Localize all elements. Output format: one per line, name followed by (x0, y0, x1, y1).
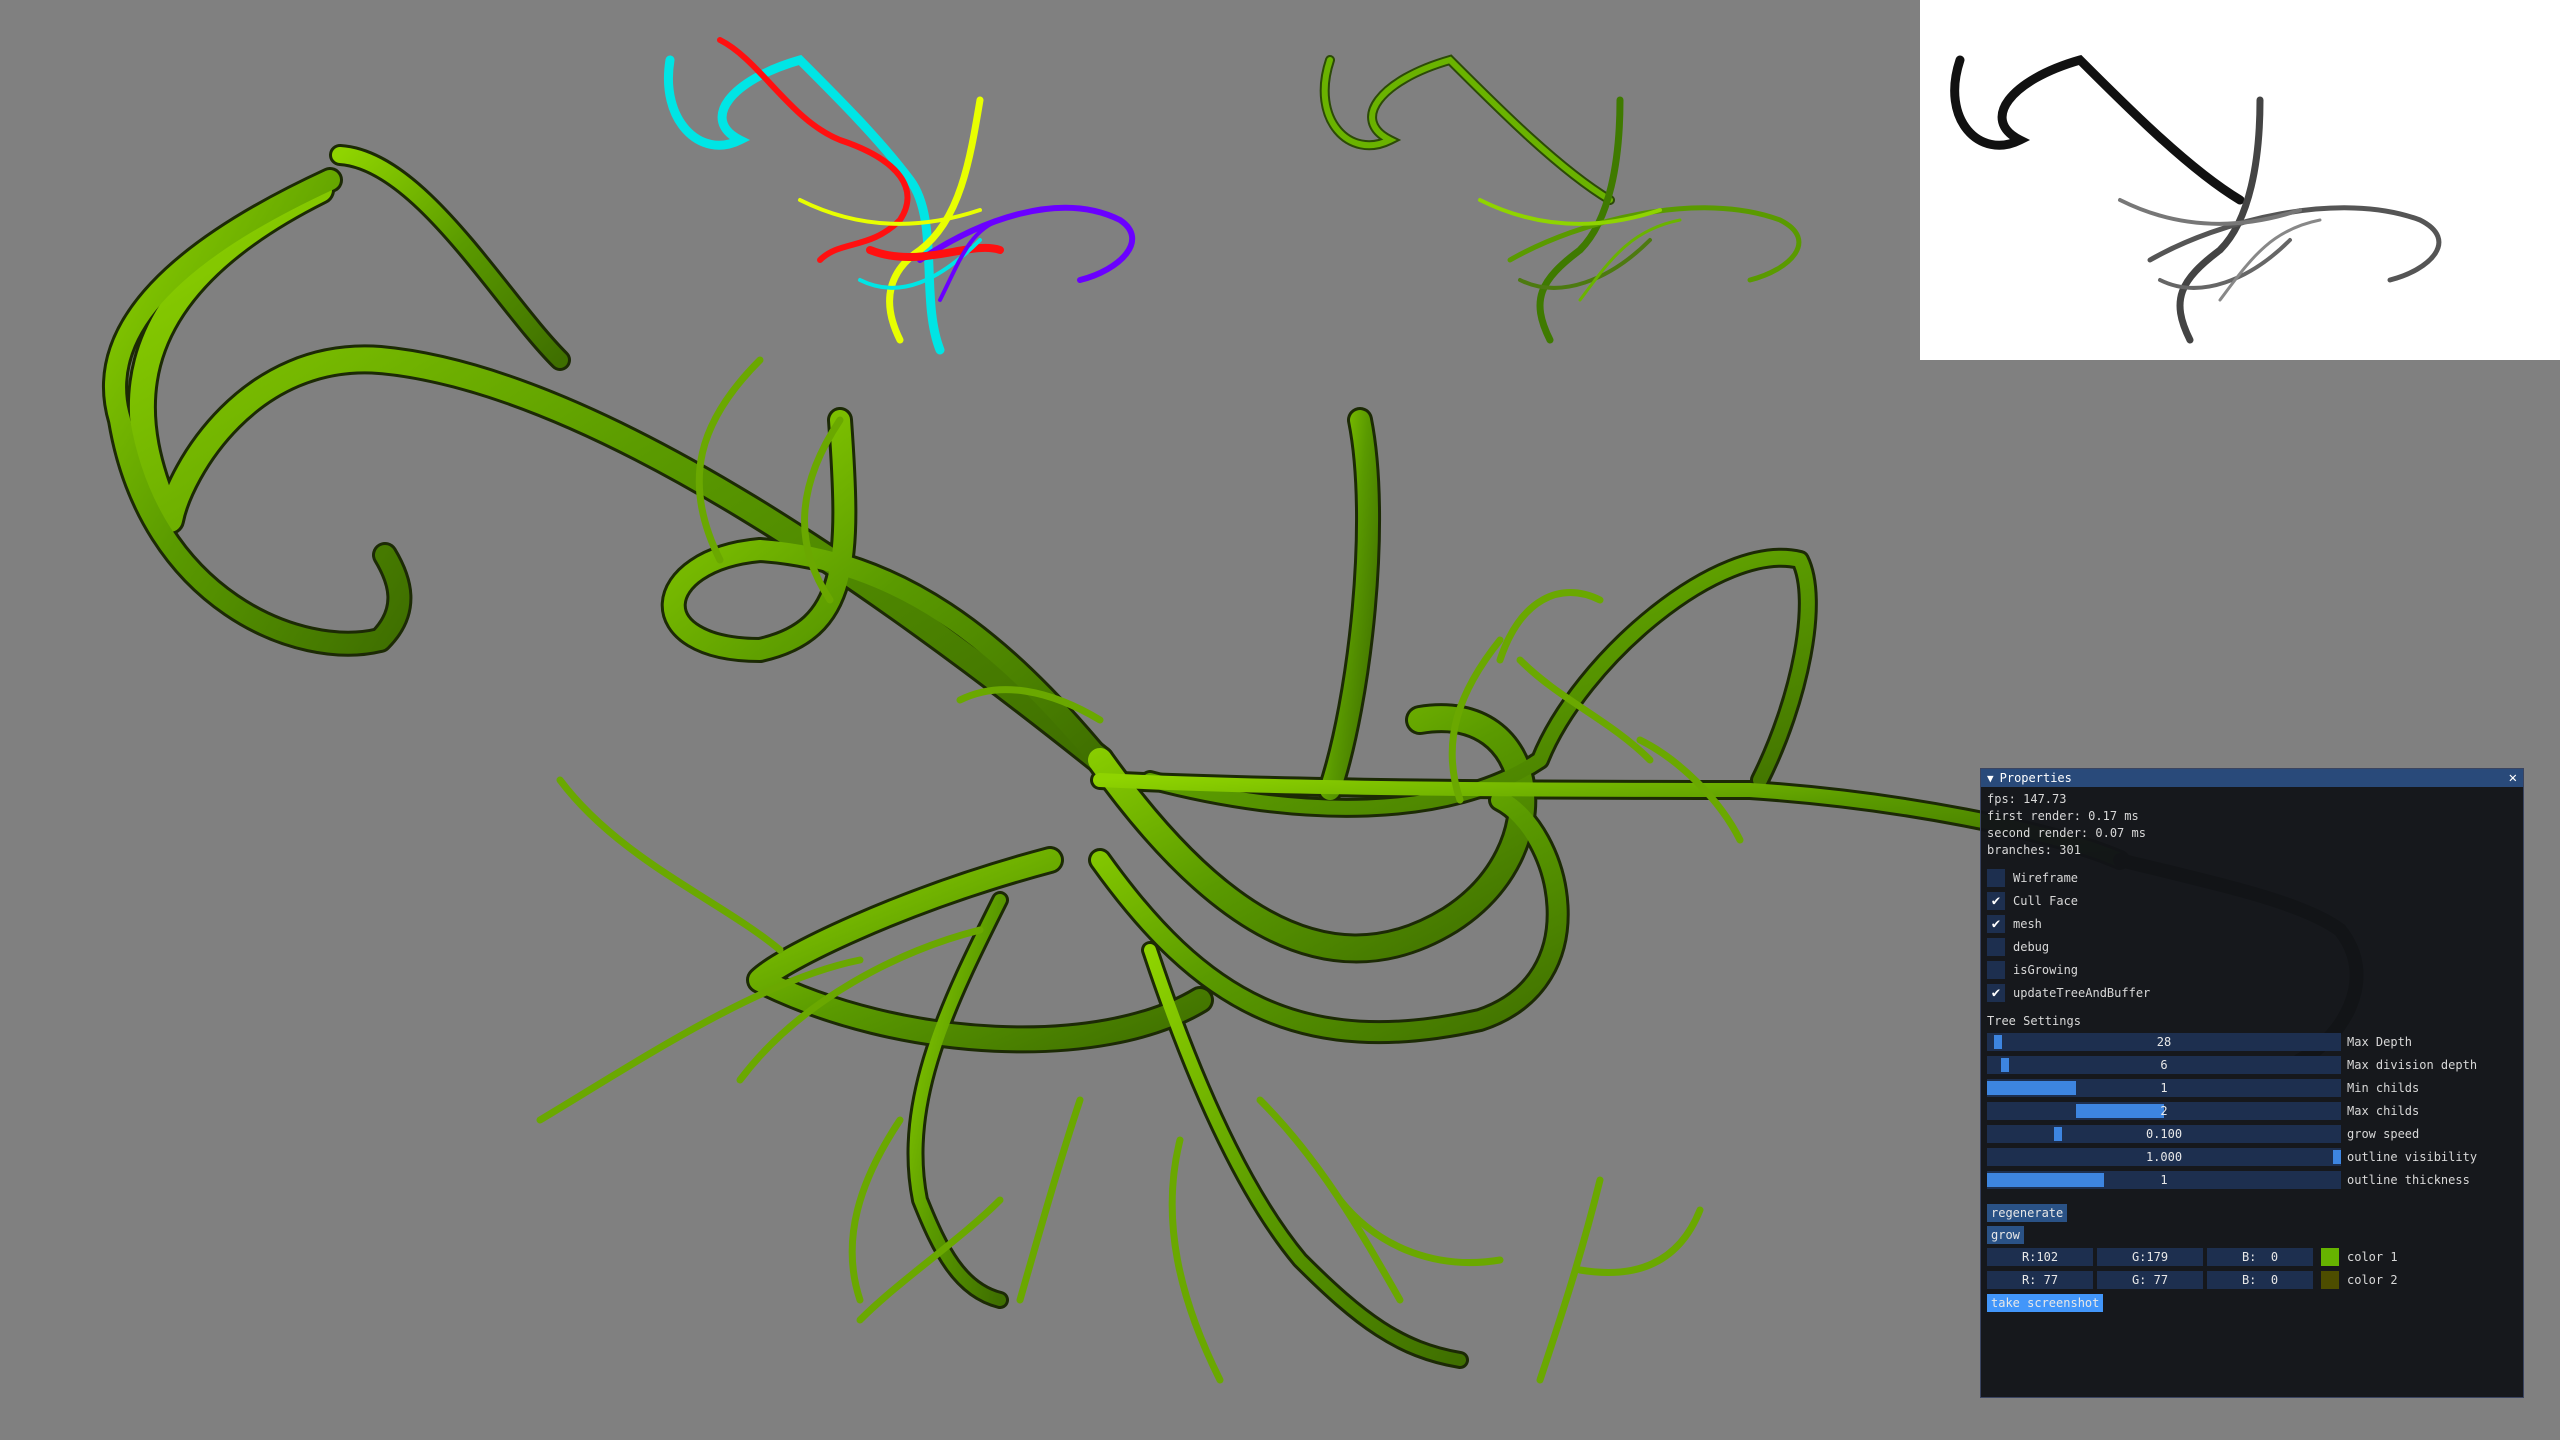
checkbox-row-update-tree[interactable]: ✔ updateTreeAndBuffer (1987, 983, 2517, 1003)
checkbox-label: updateTreeAndBuffer (2013, 986, 2151, 1000)
color2-g-field[interactable]: G: 77 (2097, 1271, 2203, 1289)
slider-label: outline thickness (2347, 1173, 2470, 1187)
slider-value: 1 (2160, 1173, 2168, 1187)
min-childs-slider[interactable]: 1 (1987, 1079, 2341, 1097)
checkbox-label: Cull Face (2013, 894, 2079, 908)
color2-label: color 2 (2347, 1273, 2398, 1287)
checkbox-row-is-growing[interactable]: isGrowing (1987, 960, 2517, 980)
color2-b-field[interactable]: B: 0 (2207, 1271, 2313, 1289)
slider-grab[interactable] (2053, 1127, 2062, 1141)
color2-row: R: 77 G: 77 B: 0 color 2 (1987, 1270, 2517, 1290)
slider-label: Max childs (2347, 1104, 2420, 1118)
slider-row-outline-thickness: 1 outline thickness (1987, 1170, 2517, 1190)
slider-row-min-childs: 1 Min childs (1987, 1078, 2517, 1098)
checkbox-row-debug[interactable]: debug (1987, 937, 2517, 957)
slider-row-max-depth: 28 Max Depth (1987, 1032, 2517, 1052)
slider-row-max-division-depth: 6 Max division depth (1987, 1055, 2517, 1075)
color2-swatch[interactable] (2321, 1271, 2339, 1289)
color1-r-field[interactable]: R:102 (1987, 1248, 2093, 1266)
slider-label: outline visibility (2347, 1150, 2478, 1164)
slider-grab[interactable] (2000, 1058, 2009, 1072)
fps-readout: fps: 147.73 (1987, 792, 2067, 806)
slider-label: Max Depth (2347, 1035, 2413, 1049)
take-screenshot-button[interactable]: take screenshot (1987, 1294, 2104, 1312)
depth-preview (1920, 0, 2560, 360)
grow-speed-slider[interactable]: 0.100 (1987, 1125, 2341, 1143)
properties-titlebar[interactable]: ▼ Properties ✕ (1981, 769, 2523, 787)
slider-row-max-childs: 2 Max childs (1987, 1101, 2517, 1121)
slider-value: 2 (2160, 1104, 2168, 1118)
slider-label: grow speed (2347, 1127, 2420, 1141)
max-depth-slider[interactable]: 28 (1987, 1033, 2341, 1051)
checkbox-wireframe[interactable] (1987, 869, 2005, 887)
slider-value: 1 (2160, 1081, 2168, 1095)
window-title: Properties (1999, 771, 2072, 785)
triangle-down-icon[interactable]: ▼ (1987, 771, 1994, 785)
slider-grab[interactable] (1987, 1173, 2104, 1187)
color1-row: R:102 G:179 B: 0 color 1 (1987, 1247, 2517, 1267)
checkbox-row-cull-face[interactable]: ✔ Cull Face (1987, 891, 2517, 911)
max-childs-slider[interactable]: 2 (1987, 1102, 2341, 1120)
slider-label: Min childs (2347, 1081, 2420, 1095)
checkbox-label: debug (2013, 940, 2050, 954)
slider-grab[interactable] (2333, 1150, 2341, 1164)
slider-row-grow-speed: 0.100 grow speed (1987, 1124, 2517, 1144)
close-icon[interactable]: ✕ (2508, 770, 2517, 786)
checkbox-label: mesh (2013, 917, 2042, 931)
color1-b-field[interactable]: B: 0 (2207, 1248, 2313, 1266)
color1-label: color 1 (2347, 1250, 2398, 1264)
checkbox-label: Wireframe (2013, 871, 2079, 885)
checkbox-mesh[interactable]: ✔ (1987, 915, 2005, 933)
slider-value: 6 (2160, 1058, 2168, 1072)
branches-readout: branches: 301 (1987, 843, 2081, 857)
color1-g-field[interactable]: G:179 (2097, 1248, 2203, 1266)
properties-window[interactable]: ▼ Properties ✕ fps: 147.73 first render:… (1980, 768, 2524, 1398)
checkbox-cull-face[interactable]: ✔ (1987, 892, 2005, 910)
slider-grab[interactable] (1987, 1081, 2076, 1095)
max-division-depth-slider[interactable]: 6 (1987, 1056, 2341, 1074)
regenerate-button[interactable]: regenerate (1987, 1204, 2068, 1222)
color2-r-field[interactable]: R: 77 (1987, 1271, 2093, 1289)
checkbox-update-tree-and-buffer[interactable]: ✔ (1987, 984, 2005, 1002)
slider-grab[interactable] (2075, 1104, 2164, 1118)
checkbox-debug[interactable] (1987, 938, 2005, 956)
grow-button[interactable]: grow (1987, 1226, 2024, 1244)
slider-label: Max division depth (2347, 1058, 2478, 1072)
color1-swatch[interactable] (2321, 1248, 2339, 1266)
tree-settings-header: Tree Settings (1987, 1014, 2081, 1028)
checkbox-row-mesh[interactable]: ✔ mesh (1987, 914, 2517, 934)
checkbox-is-growing[interactable] (1987, 961, 2005, 979)
checkbox-row-wireframe[interactable]: Wireframe (1987, 868, 2517, 888)
outline-thickness-slider[interactable]: 1 (1987, 1171, 2341, 1189)
slider-grab[interactable] (1993, 1035, 2002, 1049)
second-render-readout: second render: 0.07 ms (1987, 826, 2146, 840)
color-preview (1280, 0, 1920, 360)
slider-value: 0.100 (2145, 1127, 2183, 1141)
slider-value: 28 (2156, 1035, 2172, 1049)
slider-value: 1.000 (2145, 1150, 2183, 1164)
first-render-readout: first render: 0.17 ms (1987, 809, 2139, 823)
slider-row-outline-visibility: 1.000 outline visibility (1987, 1147, 2517, 1167)
outline-visibility-slider[interactable]: 1.000 (1987, 1148, 2341, 1166)
branch-id-preview (640, 0, 1280, 360)
checkbox-label: isGrowing (2013, 963, 2079, 977)
